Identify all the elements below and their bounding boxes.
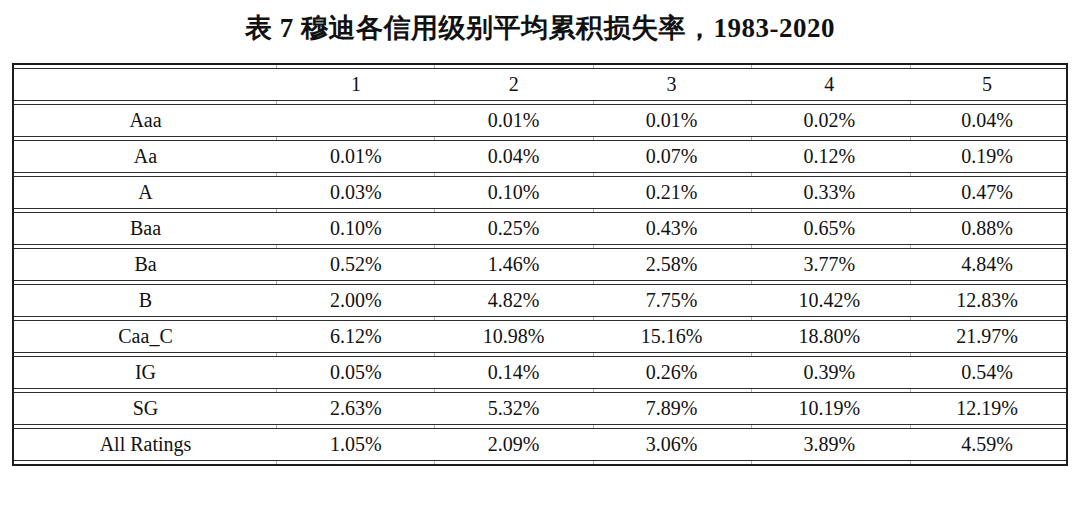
cell: 7.75%: [593, 284, 751, 317]
cell: 0.04%: [908, 104, 1066, 137]
cell: 0.39%: [750, 356, 908, 389]
cell: 3.89%: [750, 428, 908, 461]
cell: 10.98%: [435, 320, 593, 353]
row-label: IG: [14, 356, 277, 389]
cell: 4.82%: [435, 284, 593, 317]
cell: 2.63%: [277, 392, 435, 425]
table-row-aaa: Aaa 0.01% 0.01% 0.02% 0.04%: [14, 104, 1066, 137]
row-label: B: [14, 284, 277, 317]
cell: 21.97%: [908, 320, 1066, 353]
cell: 0.26%: [593, 356, 751, 389]
row-label: Ba: [14, 248, 277, 281]
table-row-b: B 2.00% 4.82% 7.75% 10.42% 12.83%: [14, 284, 1066, 317]
cell: 0.12%: [750, 140, 908, 173]
row-label: SG: [14, 392, 277, 425]
row-label: Baa: [14, 212, 277, 245]
column-header-year5: 5: [908, 68, 1066, 101]
cell: 2.58%: [593, 248, 751, 281]
cell: 0.07%: [593, 140, 751, 173]
cell: 7.89%: [593, 392, 751, 425]
cell: 10.42%: [750, 284, 908, 317]
column-header-year2: 2: [435, 68, 593, 101]
cell: 0.47%: [908, 176, 1066, 209]
cell: 1.46%: [435, 248, 593, 281]
cell: [277, 104, 435, 137]
table-row-a: A 0.03% 0.10% 0.21% 0.33% 0.47%: [14, 176, 1066, 209]
cell: 0.52%: [277, 248, 435, 281]
loss-rate-table: 1 2 3 4 5 Aaa 0.01% 0.01% 0.02% 0.04% A: [12, 63, 1068, 466]
document-page: 表 7 穆迪各信用级别平均累积损失率，1983-2020 1 2 3 4 5: [0, 0, 1080, 513]
column-header-year3: 3: [593, 68, 751, 101]
table-row-sg: SG 2.63% 5.32% 7.89% 10.19% 12.19%: [14, 392, 1066, 425]
cell: 0.03%: [277, 176, 435, 209]
cell: 18.80%: [750, 320, 908, 353]
cell: 0.14%: [435, 356, 593, 389]
cell: 2.00%: [277, 284, 435, 317]
cell: 2.09%: [435, 428, 593, 461]
row-label: Aaa: [14, 104, 277, 137]
cell: 4.59%: [908, 428, 1066, 461]
table-title: 表 7 穆迪各信用级别平均累积损失率，1983-2020: [12, 10, 1068, 46]
cell: 15.16%: [593, 320, 751, 353]
cell: 0.65%: [750, 212, 908, 245]
cell: 3.06%: [593, 428, 751, 461]
table-row-baa: Baa 0.10% 0.25% 0.43% 0.65% 0.88%: [14, 212, 1066, 245]
cell: 12.83%: [908, 284, 1066, 317]
cell: 0.10%: [435, 176, 593, 209]
column-header-year1: 1: [277, 68, 435, 101]
table-row-all-ratings: All Ratings 1.05% 2.09% 3.06% 3.89% 4.59…: [14, 428, 1066, 461]
cell: 10.19%: [750, 392, 908, 425]
cell: 6.12%: [277, 320, 435, 353]
cell: 12.19%: [908, 392, 1066, 425]
cell: 4.84%: [908, 248, 1066, 281]
row-label: All Ratings: [14, 428, 277, 461]
table-row-caa-c: Caa_C 6.12% 10.98% 15.16% 18.80% 21.97%: [14, 320, 1066, 353]
table-row-ba: Ba 0.52% 1.46% 2.58% 3.77% 4.84%: [14, 248, 1066, 281]
cell: 0.04%: [435, 140, 593, 173]
cell: 1.05%: [277, 428, 435, 461]
cell: 0.05%: [277, 356, 435, 389]
cell: 0.02%: [750, 104, 908, 137]
cell: 0.54%: [908, 356, 1066, 389]
cell: 0.01%: [435, 104, 593, 137]
row-label: A: [14, 176, 277, 209]
table-row-aa: Aa 0.01% 0.04% 0.07% 0.12% 0.19%: [14, 140, 1066, 173]
cell: 0.43%: [593, 212, 751, 245]
cell: 0.33%: [750, 176, 908, 209]
loss-rate-table-wrapper: 1 2 3 4 5 Aaa 0.01% 0.01% 0.02% 0.04% A: [12, 63, 1068, 466]
cell: 0.01%: [277, 140, 435, 173]
cell: 0.10%: [277, 212, 435, 245]
column-header-blank: [14, 68, 277, 101]
cell: 0.88%: [908, 212, 1066, 245]
row-label: Caa_C: [14, 320, 277, 353]
column-header-year4: 4: [750, 68, 908, 101]
row-label: Aa: [14, 140, 277, 173]
cell: 0.21%: [593, 176, 751, 209]
cell: 0.25%: [435, 212, 593, 245]
cell: 5.32%: [435, 392, 593, 425]
cell: 3.77%: [750, 248, 908, 281]
table-row-ig: IG 0.05% 0.14% 0.26% 0.39% 0.54%: [14, 356, 1066, 389]
cell: 0.01%: [593, 104, 751, 137]
cell: 0.19%: [908, 140, 1066, 173]
header-row: 1 2 3 4 5: [14, 68, 1066, 101]
